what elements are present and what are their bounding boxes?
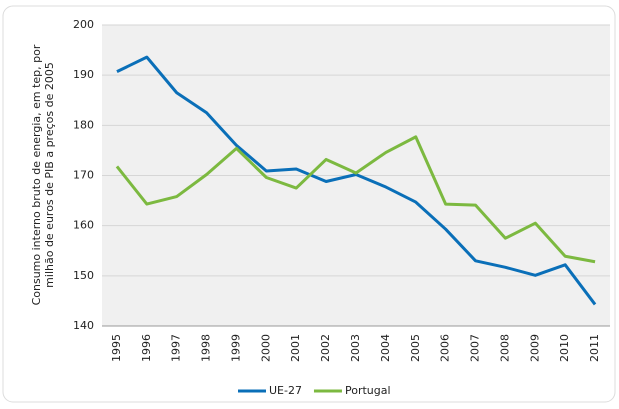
legend-label: Portugal — [345, 384, 391, 397]
x-tick-label: 2000 — [259, 334, 272, 362]
y-axis-label: Consumo interno bruto de energia, em tep… — [30, 44, 43, 305]
y-axis-label: milhão de euros de PIB a preços de 2005 — [43, 62, 56, 288]
x-tick-label: 2009 — [528, 334, 541, 362]
y-tick-label: 180 — [73, 118, 94, 131]
x-tick-label: 1998 — [200, 334, 213, 362]
x-tick-label: 1996 — [140, 334, 153, 362]
y-tick-label: 200 — [73, 18, 94, 31]
x-tick-label: 2001 — [289, 334, 302, 362]
x-tick-label: 1995 — [110, 334, 123, 362]
y-tick-label: 150 — [73, 269, 94, 282]
x-tick-label: 2008 — [498, 334, 511, 362]
x-tick-label: 1997 — [170, 334, 183, 362]
y-tick-label: 190 — [73, 68, 94, 81]
x-tick-label: 1999 — [229, 334, 242, 362]
x-tick-label: 2007 — [469, 334, 482, 362]
x-tick-label: 2004 — [379, 334, 392, 362]
legend-label: UE-27 — [269, 384, 302, 397]
x-tick-label: 2005 — [409, 334, 422, 362]
x-tick-label: 2006 — [439, 334, 452, 362]
x-tick-label: 2010 — [558, 334, 571, 362]
y-tick-label: 160 — [73, 219, 94, 232]
x-tick-label: 2011 — [588, 334, 601, 362]
y-tick-label: 170 — [73, 169, 94, 182]
x-tick-label: 2003 — [349, 334, 362, 362]
line-series — [115, 135, 596, 264]
x-tick-label: 2002 — [319, 334, 332, 362]
y-tick-label: 140 — [73, 319, 94, 332]
line-series — [116, 55, 597, 306]
